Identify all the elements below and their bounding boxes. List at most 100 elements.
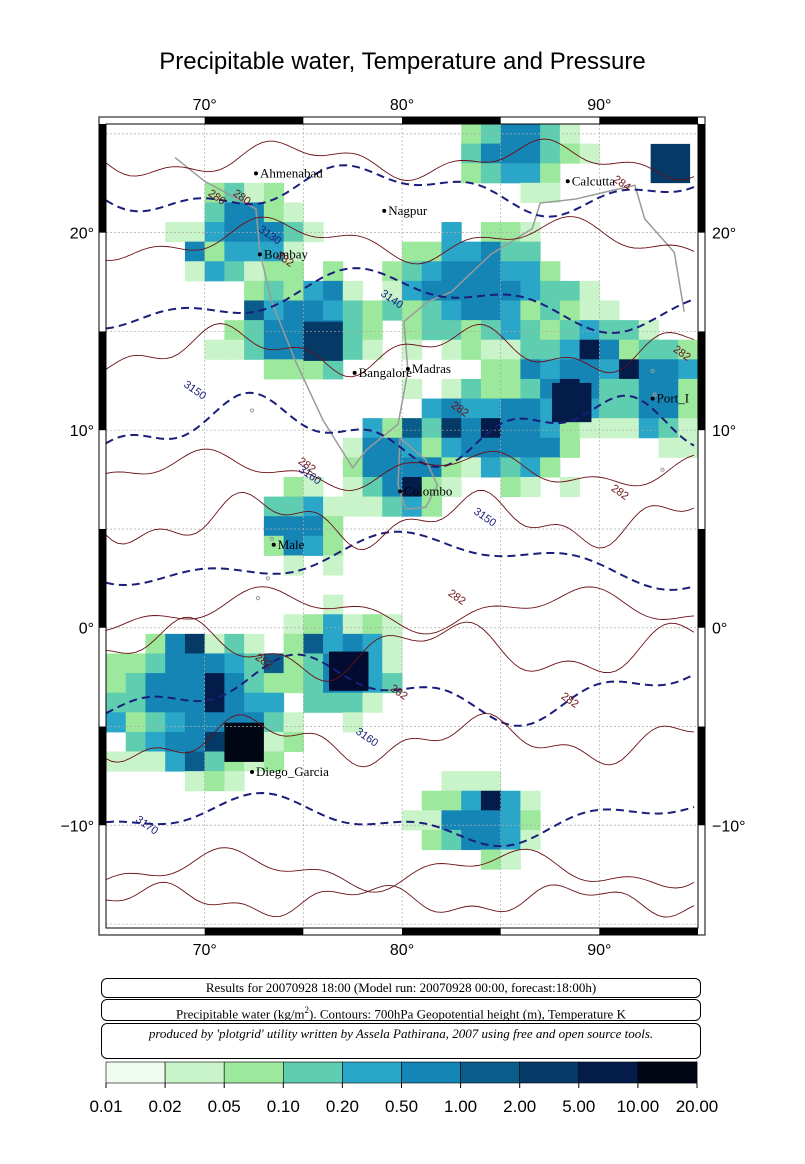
precipitation-cell (480, 280, 502, 301)
precipitation-cell (303, 614, 324, 635)
precipitation-cell (540, 320, 561, 341)
height-contour (106, 530, 695, 591)
precipitation-cell (441, 437, 462, 458)
precipitation-cell (184, 633, 206, 654)
run-info-box: Results for 20070928 18:00 (Model run: 2… (101, 978, 701, 998)
precipitation-cell (382, 496, 403, 517)
frame-tick (99, 528, 106, 628)
precipitation-cell (204, 673, 225, 694)
island-outline (652, 392, 657, 397)
precipitation-cell (480, 437, 502, 458)
precipitation-cell (441, 222, 462, 243)
legend-tick-label: 0.02 (149, 1097, 182, 1116)
precipitation-cell (678, 437, 698, 458)
precipitation-cell (441, 771, 462, 792)
precipitation-cell (263, 496, 285, 517)
map-frame (98, 116, 706, 936)
precipitation-cell (145, 633, 166, 654)
temperature-contour (106, 586, 695, 635)
height-contour (106, 391, 695, 469)
precipitation-cell (599, 378, 620, 400)
precipitation-cell (303, 516, 324, 537)
lat-label-right: 20° (712, 226, 736, 243)
temperature-contour (106, 881, 695, 918)
precipitation-cell (382, 437, 403, 458)
precipitation-cell (342, 320, 364, 341)
contour-label: 3170 (133, 814, 160, 838)
precipitation-cell (540, 261, 561, 282)
precipitation-cell (441, 790, 462, 811)
precipitation-cell (500, 476, 521, 498)
precipitation-cell (500, 222, 521, 243)
precipitation-cell (461, 771, 482, 792)
precipitation-cell (441, 476, 462, 498)
precipitation-cell (323, 261, 344, 282)
precipitation-cell (579, 143, 600, 164)
city-label: Bombay (264, 246, 309, 261)
frame-tick (204, 117, 304, 124)
precipitation-cell (540, 418, 561, 439)
precipitation-cell (421, 476, 442, 498)
precipitation-cell (342, 633, 364, 654)
precipitation-cell (362, 614, 383, 635)
precipitation-cell (540, 163, 561, 184)
precipitation-cell (480, 320, 502, 341)
precipitation-cell (402, 496, 423, 517)
precipitation-cell (480, 790, 502, 811)
precipitation-cell (283, 731, 304, 753)
precipitation-cell (638, 339, 660, 360)
legend-tick-label: 10.00 (617, 1097, 660, 1116)
precipitation-cell (461, 280, 482, 301)
legend-swatch (342, 1061, 402, 1084)
contour-label: 282 (609, 482, 631, 502)
contour-label: 282 (446, 587, 468, 607)
precipitation-cell (599, 359, 620, 380)
precipitation-cell (283, 516, 304, 537)
precipitation-cell (520, 320, 541, 341)
precipitation-cell (263, 731, 285, 753)
precipitation-cell (106, 673, 127, 694)
precipitation-cell (283, 673, 304, 694)
precipitation-cell (283, 476, 304, 498)
temperature-contour (106, 616, 695, 682)
precipitation-cell (402, 320, 423, 341)
precipitation-cell (480, 771, 502, 792)
precipitation-cell (441, 261, 462, 282)
legend-swatch (105, 1061, 166, 1084)
precipitation-cell (461, 241, 482, 262)
precipitation-cell (125, 731, 146, 753)
temperature-contour (106, 712, 695, 768)
precipitation-cell (500, 457, 521, 478)
precipitation-cell (204, 222, 225, 243)
precipitation-cell (145, 712, 166, 733)
precipitation-cell (650, 143, 691, 184)
precipitation-cell (559, 359, 581, 380)
precipitation-cell (559, 124, 581, 145)
contour-label: 3150 (181, 379, 208, 403)
precipitation-cell (402, 418, 423, 439)
lon-label-top: 80° (390, 97, 414, 114)
precipitation-cell (480, 378, 502, 400)
precipitation-cell (500, 143, 521, 164)
island-outline (255, 596, 261, 601)
lat-label-left: −10° (60, 818, 94, 835)
legend-swatch (637, 1061, 698, 1084)
precipitation-cell (323, 535, 344, 556)
precipitation-cell (303, 222, 324, 243)
precipitation-cell (658, 339, 679, 360)
precipitation-cell (244, 300, 265, 321)
lat-label-right: 10° (712, 423, 736, 440)
precipitation-cell (362, 437, 383, 458)
precipitation-cell (500, 398, 521, 419)
frame-tick (402, 117, 501, 124)
precipitation-cell (106, 653, 127, 674)
precipitation-cell (520, 339, 541, 360)
precipitation-cell (441, 829, 462, 851)
precipitation-cell (658, 398, 679, 419)
precipitation-cell (421, 320, 442, 341)
precipitation-cell (579, 339, 600, 360)
precipitation-cell (303, 476, 324, 498)
city-label: Colombo (404, 483, 452, 498)
precipitation-cell (461, 261, 482, 282)
precipitation-cell (362, 476, 383, 498)
